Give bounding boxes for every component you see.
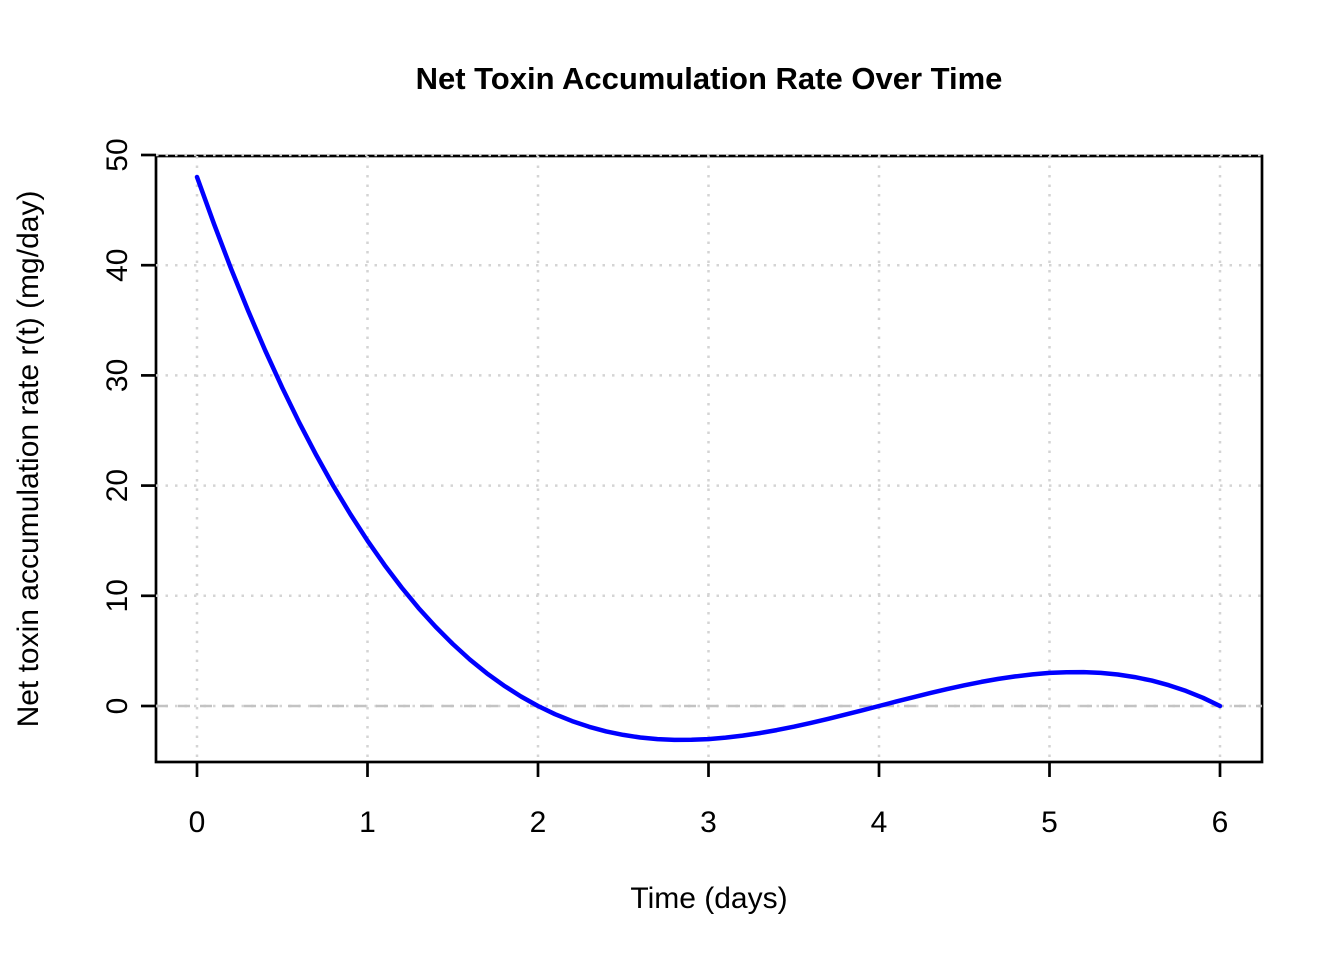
y-tick-label: 50 — [101, 138, 134, 171]
x-tick-label: 5 — [1041, 806, 1058, 839]
chart-title: Net Toxin Accumulation Rate Over Time — [416, 61, 1003, 96]
series-line — [194, 174, 1223, 743]
x-tick-label: 6 — [1212, 806, 1229, 839]
y-tick-label: 40 — [101, 249, 134, 282]
x-tick-label: 3 — [700, 806, 717, 839]
plot-area: 0 1 2 3 4 5 6 0 10 20 30 40 50 — [101, 138, 1264, 839]
y-axis-label: Net toxin accumulation rate r(t) (mg/day… — [12, 191, 45, 728]
x-axis-label: Time (days) — [630, 882, 787, 915]
x-tick-label: 0 — [189, 806, 206, 839]
y-tick-label: 30 — [101, 359, 134, 392]
x-tick-label: 4 — [871, 806, 888, 839]
y-tick-label: 20 — [101, 469, 134, 502]
y-tick-label: 0 — [101, 698, 134, 715]
y-tick-label: 10 — [101, 579, 134, 612]
x-tick-label: 2 — [530, 806, 547, 839]
x-tick-label: 1 — [359, 806, 376, 839]
